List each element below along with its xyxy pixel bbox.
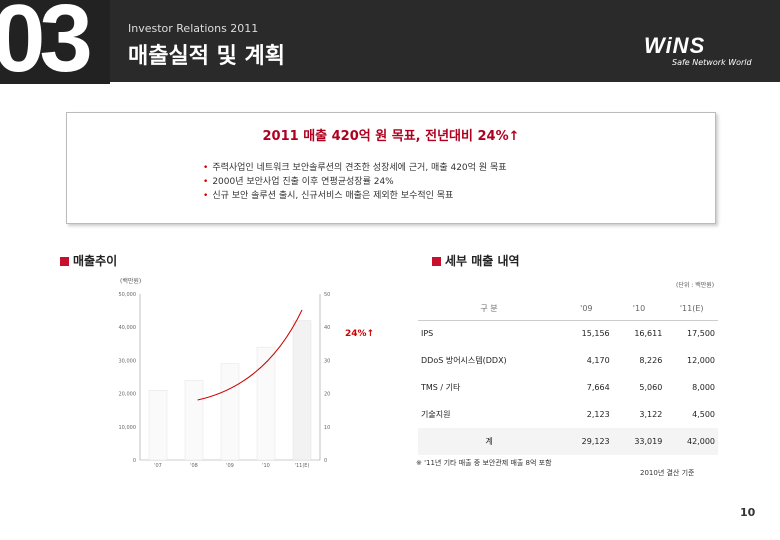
- summary-headline: 2011 매출 420억 원 목표, 전년대비 24%↑: [262, 129, 520, 144]
- bar: [292, 320, 312, 461]
- bullet-icon: •: [203, 177, 209, 187]
- growth-annotation: 24%↑: [345, 329, 375, 339]
- bar: [220, 363, 240, 461]
- y-tick-label-right: 20: [324, 392, 330, 398]
- table-total-row: 계 29,123 33,019 42,000: [418, 428, 718, 455]
- bullet-icon: •: [203, 191, 209, 201]
- col-header: 구 분: [418, 298, 560, 321]
- chart-unit: (백만원): [120, 278, 142, 285]
- y-tick-label-left: 10,000: [119, 425, 137, 431]
- square-bullet-icon: [432, 257, 441, 266]
- y-tick-label-left: 40,000: [119, 325, 137, 331]
- table-header-row: 구 분 '09 '10 '11(E): [418, 298, 718, 321]
- sales-detail-label: 세부 매출 내역: [432, 252, 520, 269]
- y-tick-label-right: 30: [324, 358, 330, 364]
- table-row: 기술지원 2,123 3,122 4,500: [421, 410, 715, 419]
- table-row: DDoS 방어시스템(DDX) 4,170 8,226 12,000: [421, 356, 715, 365]
- col-header: '09: [560, 298, 613, 321]
- bullet-item: • 2000년 보안사업 진출 이후 연평균성장률 24%: [203, 177, 394, 187]
- table-row: TMS / 기타 7,664 5,060 8,000: [421, 383, 715, 392]
- table-unit: (단위 : 백만원): [676, 282, 715, 289]
- bullet-item: • 주력사업인 네트워크 보안솔루션의 견조한 성장세에 근거, 매출 420억 …: [203, 163, 507, 173]
- bar: [148, 390, 168, 461]
- sales-trend-label: 매출추이: [60, 252, 117, 269]
- page-number: 10: [740, 506, 756, 519]
- footnote: ※ '11년 기타 매출 중 보안관제 매출 8억 포함: [416, 459, 552, 467]
- logo-tagline: Safe Network World: [672, 58, 752, 67]
- table-row: IPS 15,156 16,611 17,500: [421, 329, 715, 339]
- growth-arrow: [197, 309, 303, 401]
- bullet-item: • 신규 보안 솔루션 출시, 신규서비스 매출은 제외한 보수적인 목표: [203, 191, 454, 201]
- sales-chart: 0 10,000 20,000 30,000 40,000 50,000 0 10 20 30 40…: [119, 292, 331, 468]
- square-bullet-icon: [60, 257, 69, 266]
- col-header: '10: [612, 298, 666, 321]
- basis-note: 2010년 결산 기준: [640, 469, 695, 477]
- header-subtitle: Investor Relations 2011: [128, 22, 259, 35]
- y-tick-label-right: 50: [324, 292, 330, 298]
- x-tick-label: '09: [226, 463, 234, 468]
- x-tick-label: '08: [190, 463, 198, 468]
- y-tick-label-left: 50,000: [119, 292, 137, 298]
- company-logo: WiNS: [644, 33, 706, 58]
- x-tick-label: '11(E): [295, 463, 310, 468]
- header-bar: [0, 0, 780, 82]
- y-tick-label-right: 40: [324, 325, 330, 331]
- y-tick-label-left: 20,000: [119, 392, 137, 398]
- bar: [256, 346, 276, 461]
- bar: [184, 380, 204, 461]
- y-tick-label-right: 10: [324, 425, 330, 431]
- sales-breakdown-table: 구 분 '09 '10 '11(E) IPS 15,156 16,611 17,…: [418, 298, 718, 455]
- y-tick-label-left: 0: [133, 458, 136, 464]
- page-title: 매출실적 및 계획: [128, 44, 285, 69]
- x-tick-label: '10: [262, 463, 270, 468]
- y-tick-label-left: 30,000: [119, 358, 137, 364]
- x-tick-label: '07: [154, 463, 162, 468]
- summary-bullets: • 주력사업인 네트워크 보안솔루션의 견조한 성장세에 근거, 매출 420억 …: [203, 161, 507, 203]
- bullet-icon: •: [203, 163, 209, 173]
- col-header: '11(E): [665, 298, 718, 321]
- summary-box: 2011 매출 420억 원 목표, 전년대비 24%↑ • 주력사업인 네트워크…: [66, 112, 716, 224]
- section-number: 03: [0, 0, 110, 87]
- y-tick-label-right: 0: [324, 458, 327, 464]
